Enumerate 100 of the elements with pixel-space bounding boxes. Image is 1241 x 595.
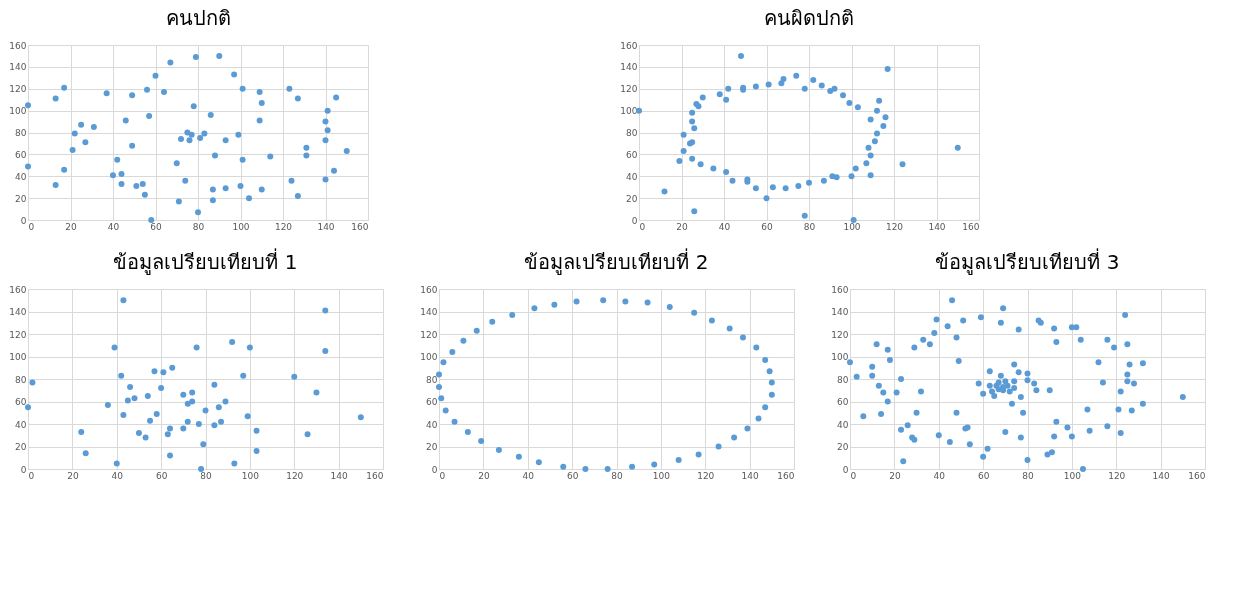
point [460,337,467,344]
x-tick-label: 80 [611,470,623,481]
point [104,401,111,408]
point [582,466,589,472]
point [211,422,218,429]
point [755,415,762,422]
x-tick-label: 160 [366,470,384,481]
point [495,446,502,453]
y-tick-label: 120 [831,329,849,340]
point [120,412,127,418]
x-tick-label: 140 [741,470,759,481]
point [144,392,151,399]
x-tick-label: 40 [111,470,124,481]
x-tick-label: 60 [761,221,773,232]
chart-title: คนปกติ [165,6,231,30]
x-tick-label: 40 [107,221,120,232]
point [82,450,89,457]
x-tick-label: 160 [1188,470,1206,481]
point [222,398,229,405]
point [691,309,698,316]
point [644,299,651,306]
point [768,379,775,386]
point [604,466,611,472]
x-tick-label: 60 [155,470,168,481]
x-tick-label: 20 [67,470,79,481]
point [651,461,658,468]
point [246,344,253,351]
point [451,418,458,425]
x-tick-label: 160 [351,221,369,232]
point [313,389,320,396]
point [357,414,364,421]
point [715,443,722,450]
x-tick-label: 0 [28,221,35,232]
point [78,428,85,435]
point [240,372,247,379]
point [124,397,131,404]
point [142,434,149,441]
y-tick-label: 40 [15,419,27,430]
point [180,391,187,398]
point [189,389,196,396]
y-tick-label: 40 [426,419,438,430]
point [440,359,447,366]
point [436,371,442,378]
y-tick-label: 160 [620,40,638,51]
point [762,404,769,411]
y-tick-label: 60 [626,149,638,160]
x-tick-label: 40 [522,470,535,481]
x-tick-label: 140 [330,470,348,481]
y-tick-label: 160 [9,40,27,51]
point [551,301,558,308]
point [202,407,209,414]
y-tick-label: 100 [831,352,849,362]
point [726,325,733,332]
x-tick-label: 20 [478,470,490,481]
point [160,369,167,376]
x-tick-label: 140 [1152,470,1170,481]
point [229,338,236,345]
point [509,311,516,318]
y-tick-label: 140 [620,62,638,73]
point [535,459,542,466]
point [291,373,298,380]
point [131,395,138,402]
point [253,448,260,454]
point [167,425,173,432]
y-tick-label: 120 [620,84,638,95]
y-tick-label: 120 [9,84,27,95]
point [215,404,222,411]
x-tick-label: 120 [1108,470,1126,481]
point [211,381,218,388]
point [198,466,205,472]
chart-title: ข้อมูลเปรียบเทียบที่ 1 [113,248,298,275]
point [153,410,160,417]
y-tick-label: 80 [626,128,638,138]
x-tick-label: 20 [676,221,688,232]
point [184,400,191,407]
point [766,368,773,375]
y-tick-label: 40 [15,171,27,182]
point [244,413,251,420]
y-tick-label: 80 [837,374,849,385]
point [120,297,127,304]
point [708,317,715,324]
x-tick-label: 80 [803,221,816,232]
point [200,441,207,448]
y-tick-label: 20 [426,442,438,452]
point [768,391,775,398]
x-tick-label: 120 [274,221,293,232]
y-tick-label: 20 [837,442,849,452]
x-tick-label: 120 [697,470,715,481]
point [135,430,142,436]
y-tick-label: 80 [426,374,438,385]
y-tick-label: 160 [831,284,849,295]
point [573,298,580,305]
point [304,431,311,438]
x-tick-label: 60 [566,470,579,481]
y-tick-label: 140 [831,307,849,317]
chart-title: ข้อมูลเปรียบเทียบที่ 3 [935,248,1120,275]
x-tick-label: 0 [850,470,857,481]
x-tick-label: 120 [286,470,304,481]
point [127,383,134,390]
point [180,425,187,432]
